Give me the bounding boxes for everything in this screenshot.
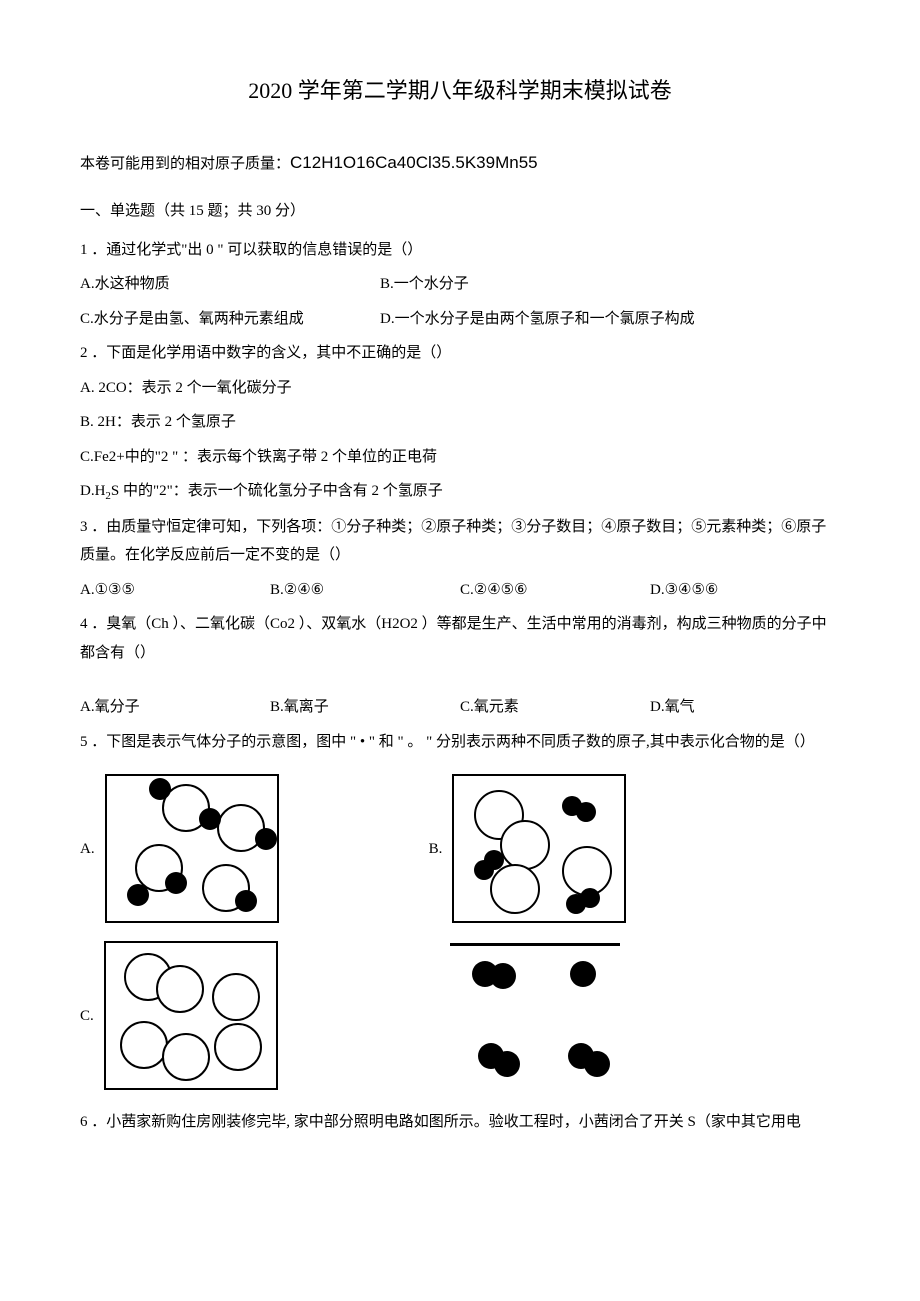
q5-diagram-c-cell: C. — [80, 941, 278, 1090]
q1-opts-row1: A.水这种物质 B.一个水分子 — [80, 270, 840, 299]
q5-diagram-b-cell: B. — [429, 774, 627, 923]
q5-stem: 5 ．下图是表示气体分子的示意图，图中 " • " 和 " 。 " 分别表示两种… — [80, 728, 840, 757]
atom-filled-icon — [165, 872, 187, 894]
q4-opt-a: A.氧分子 — [80, 693, 270, 722]
q2-d-pre: D.H — [80, 483, 105, 499]
q5-diagram-a — [105, 774, 279, 923]
q1-opt-b: B.一个水分子 — [380, 270, 469, 299]
q1-stem: 1 ．通过化学式"出 0 " 可以获取的信息错误的是（） — [80, 236, 840, 265]
q3-stem: 3 ．由质量守恒定律可知，下列各项：①分子种类；②原子种类；③分子数目；④原子数… — [80, 513, 840, 570]
atom-open-icon — [490, 864, 540, 914]
atom-filled-icon — [490, 963, 516, 989]
q1-opt-d: D.一个水分子是由两个氢原子和一个氯原子构成 — [380, 305, 695, 334]
q5-diagram-row-1: A. B. — [80, 774, 840, 923]
q2-opt-a: A. 2CO：表示 2 个一氧化碳分子 — [80, 374, 840, 403]
q1-opt-c: C.水分子是由氢、氧两种元素组成 — [80, 305, 380, 334]
atom-filled-icon — [127, 884, 149, 906]
atom-filled-icon — [576, 802, 596, 822]
q5-label-a: A. — [80, 835, 95, 864]
q5-diagram-b — [452, 774, 626, 923]
q3-opt-b: B.②④⑥ — [270, 576, 460, 605]
q3-opt-d: D.③④⑤⑥ — [650, 576, 718, 605]
atom-filled-icon — [580, 888, 600, 908]
atom-open-icon — [120, 1021, 168, 1069]
atom-filled-icon — [199, 808, 221, 830]
q1-opts-row2: C.水分子是由氢、氧两种元素组成 D.一个水分子是由两个氢原子和一个氯原子构成 — [80, 305, 840, 334]
atom-filled-icon — [584, 1051, 610, 1077]
q2-stem: 2 ．下面是化学用语中数字的含义，其中不正确的是（） — [80, 339, 840, 368]
q4-opt-b: B.氧离子 — [270, 693, 460, 722]
q5-label-c: C. — [80, 1002, 94, 1031]
atom-filled-icon — [494, 1051, 520, 1077]
atom-filled-icon — [570, 961, 596, 987]
spacer — [80, 673, 840, 687]
q2-opt-c: C.Fe2+中的"2 " ：表示每个铁离子带 2 个单位的正电荷 — [80, 443, 840, 472]
q1-opt-a: A.水这种物质 — [80, 270, 380, 299]
page-title: 2020 学年第二学期八年级科学期末模拟试卷 — [80, 70, 840, 112]
q6-stem: 6 ．小茜家新购住房刚装修完毕, 家中部分照明电路如图所示。验收工程时，小茜闭合… — [80, 1108, 840, 1137]
q5-diagram-a-cell: A. — [80, 774, 279, 923]
atom-open-icon — [212, 973, 260, 1021]
atom-filled-icon — [149, 778, 171, 800]
atomic-mass-values: C12H1O16Ca40Cl35.5K39Mn55 — [290, 153, 538, 172]
atom-open-icon — [156, 965, 204, 1013]
q5-label-b: B. — [429, 835, 443, 864]
q3-opts: A.①③⑤ B.②④⑥ C.②④⑤⑥ D.③④⑤⑥ — [80, 576, 840, 605]
atomic-mass-prefix: 本卷可能用到的相对原子质量： — [80, 156, 290, 172]
q4-opts: A.氧分子 B.氧离子 C.氧元素 D.氧气 — [80, 693, 840, 722]
q4-stem: 4 ．臭氧（Ch ）、二氧化碳（Co2 ）、双氧水（H2O2 ）等都是生产、生活… — [80, 610, 840, 667]
q3-opt-c: C.②④⑤⑥ — [460, 576, 650, 605]
q5-diagram-c — [104, 941, 278, 1090]
q5-diagram-row-2: C. — [80, 941, 840, 1090]
atom-filled-icon — [235, 890, 257, 912]
q5-diagram-d-cell — [428, 943, 620, 1088]
section-1-header: 一、单选题（共 15 题；共 30 分） — [80, 197, 840, 226]
q3-opt-a: A.①③⑤ — [80, 576, 270, 605]
atom-open-icon — [162, 1033, 210, 1081]
q5-diagram-d — [450, 943, 620, 1088]
q2-opt-d: D.H2S 中的"2"：表示一个硫化氢分子中含有 2 个氢原子 — [80, 477, 840, 507]
atom-filled-icon — [255, 828, 277, 850]
q2-d-post: S 中的"2"：表示一个硫化氢分子中含有 2 个氢原子 — [111, 483, 443, 499]
q4-opt-c: C.氧元素 — [460, 693, 650, 722]
atomic-mass-line: 本卷可能用到的相对原子质量：C12H1O16Ca40Cl35.5K39Mn55 — [80, 147, 840, 179]
q2-opt-b: B. 2H：表示 2 个氢原子 — [80, 408, 840, 437]
q5-d-topline — [450, 943, 620, 946]
atom-open-icon — [500, 820, 550, 870]
atom-open-icon — [214, 1023, 262, 1071]
q4-opt-d: D.氧气 — [650, 693, 695, 722]
